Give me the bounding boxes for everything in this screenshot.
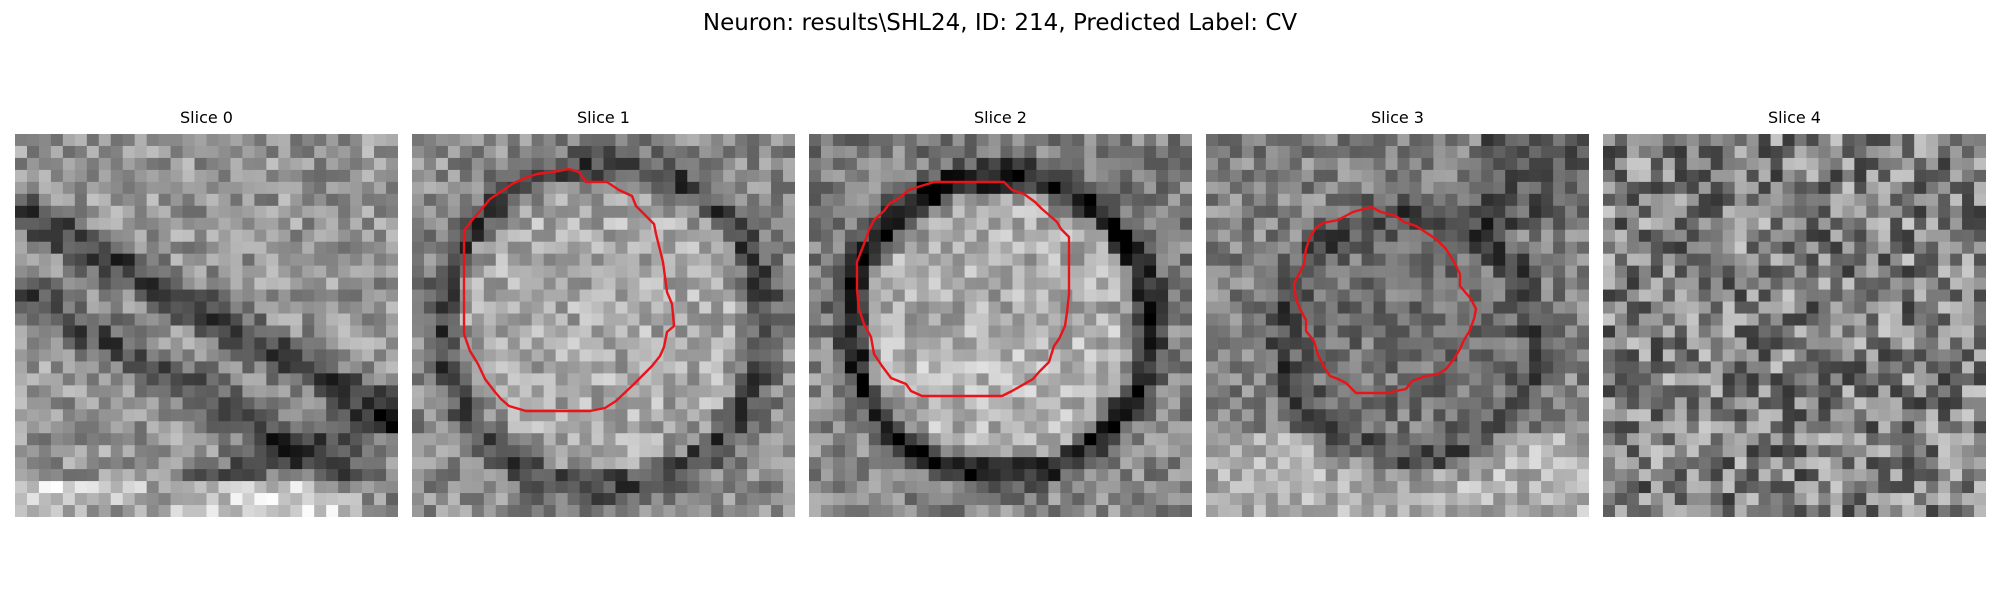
slice-image-pixels-3 xyxy=(1206,134,1589,517)
slice-image-pixels-4 xyxy=(1603,134,1986,517)
slice-image-pixels-0 xyxy=(15,134,398,517)
segmentation-contour-3 xyxy=(1292,205,1478,395)
slice-image-3 xyxy=(1206,134,1589,517)
slice-panel-2: Slice 2 xyxy=(809,107,1192,519)
slice-title-2: Slice 2 xyxy=(974,108,1027,127)
slice-panel-0: Slice 0 xyxy=(15,107,398,519)
segmentation-contour-1 xyxy=(462,167,676,413)
slice-panel-4: Slice 4 xyxy=(1603,107,1986,519)
slice-image-4 xyxy=(1603,134,1986,517)
figure-title: Neuron: results\SHL24, ID: 214, Predicte… xyxy=(702,10,1298,36)
segmentation-contour-2 xyxy=(855,180,1071,398)
slice-title-0: Slice 0 xyxy=(180,108,233,127)
slice-image-2 xyxy=(809,134,1192,517)
slice-title-1: Slice 1 xyxy=(577,108,630,127)
slice-image-pixels-1 xyxy=(412,134,795,517)
slice-panel-1: Slice 1 xyxy=(412,107,795,519)
slice-image-0 xyxy=(15,134,398,517)
slice-panel-3: Slice 3 xyxy=(1206,107,1589,519)
slice-image-pixels-2 xyxy=(809,134,1192,517)
slice-title-3: Slice 3 xyxy=(1371,108,1424,127)
slice-image-1 xyxy=(412,134,795,517)
slice-title-4: Slice 4 xyxy=(1768,108,1821,127)
